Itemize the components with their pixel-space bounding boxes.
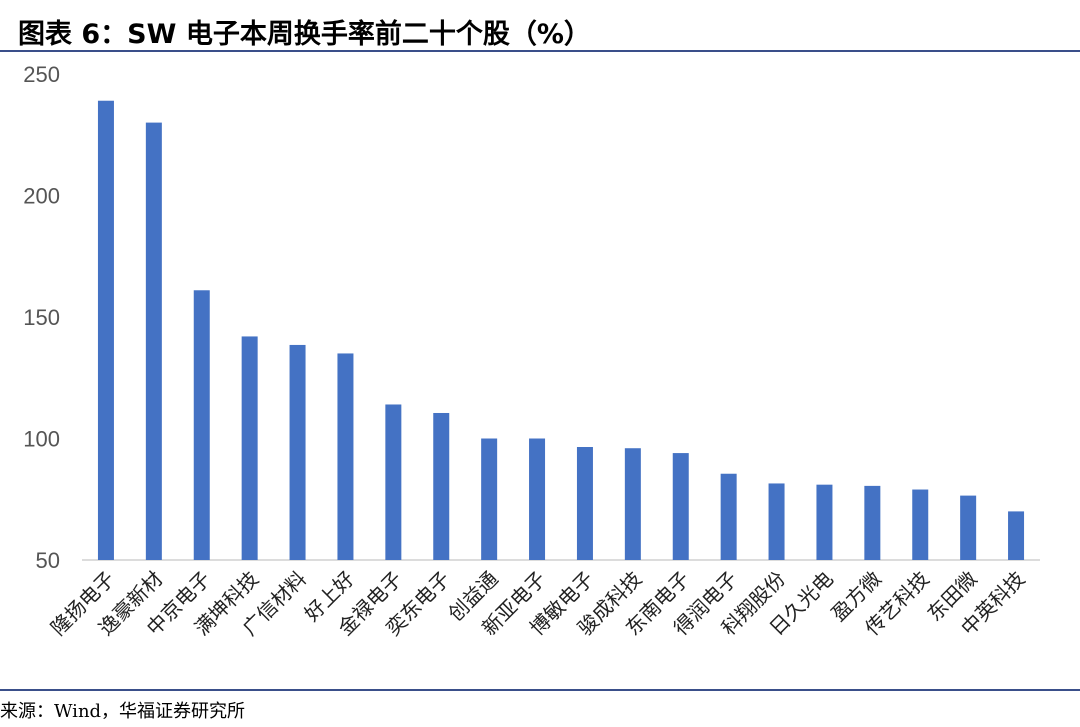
bar-传艺科技 [912,489,929,560]
bar-日久光电 [816,484,833,560]
bar-广信材料 [289,344,306,560]
bar-满坤科技 [241,336,258,560]
footer-divider [0,689,1080,691]
bar-得润电子 [720,473,737,560]
bar-盈方微 [864,485,881,560]
bar-东田微 [960,495,977,560]
source-note: 来源：Wind，华福证券研究所 [0,701,246,722]
chart-title: 图表 6：SW 电子本周换手率前二十个股（%） [18,19,591,50]
bars [97,100,1025,560]
y-tick-label: 50 [36,548,60,573]
bar-chart: 50 100 150 200 250 隆扬电子逸豪新材中京电子满坤科技广信材料好上好金禄… [23,62,1040,641]
bar-创益通 [481,438,498,560]
bar-科翔股份 [768,483,785,560]
y-tick-label: 200 [23,184,60,209]
bar-骏成科技 [624,448,641,560]
title-divider [0,50,1080,52]
bar-隆扬电子 [97,100,114,560]
bar-逸豪新材 [145,122,162,560]
bar-好上好 [337,353,354,560]
bar-中英科技 [1008,511,1025,560]
y-tick-label: 250 [23,62,60,87]
bar-奕东电子 [433,412,450,560]
bar-博敏电子 [576,447,593,560]
y-tick-label: 100 [23,427,60,452]
x-axis-ticks: 隆扬电子逸豪新材中京电子满坤科技广信材料好上好金禄电子奕东电子创益通新亚电子博敏… [46,567,1030,641]
bar-新亚电子 [529,438,546,560]
bar-金禄电子 [385,404,402,560]
y-tick-label: 150 [23,305,60,330]
bar-中京电子 [193,290,210,560]
bar-东南电子 [672,453,689,560]
y-axis-ticks: 50 100 150 200 250 [23,62,60,573]
